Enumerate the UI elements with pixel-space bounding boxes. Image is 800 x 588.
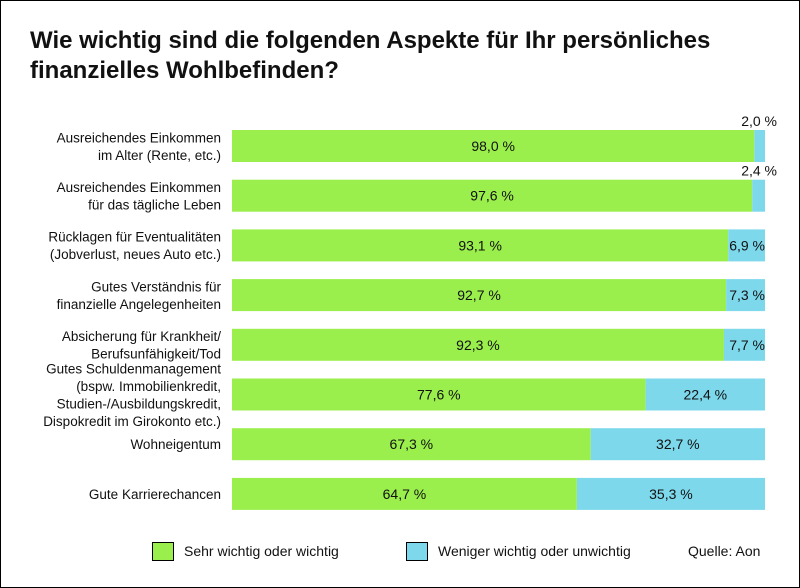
category-label-line: Ausreichendes Einkommen	[57, 180, 221, 195]
value-label-important: 98,0 %	[471, 138, 515, 154]
value-label-important: 67,3 %	[390, 436, 434, 452]
category-label: Wohneigentum	[130, 437, 221, 452]
value-label-less-important: 6,9 %	[729, 237, 765, 253]
category-label-line: Rücklagen für Eventualitäten	[48, 230, 221, 245]
bar-important	[232, 428, 591, 461]
category-label: Ausreichendes Einkommen im Alter (Rente, …	[57, 130, 221, 163]
bar-less-important	[754, 130, 765, 162]
value-label-important: 92,3 %	[456, 337, 500, 353]
category-label: Rücklagen für Eventualitäten (Jobverlust,…	[48, 230, 221, 263]
bar-important	[232, 279, 727, 312]
bar-less-important	[728, 229, 765, 262]
category-label-line: (Jobverlust, neues Auto etc.)	[50, 247, 221, 262]
category-label-line: Studien-/Ausbildungskredit,	[57, 396, 221, 411]
category-label: Gutes Verständnis für finanzielle Angeleg…	[57, 279, 222, 312]
category-label-line: Wohneigentum	[130, 437, 221, 452]
bar-important	[232, 130, 755, 162]
category-label-line: Dispokredit im Girokonto etc.)	[43, 414, 221, 429]
bar-important	[232, 477, 577, 510]
value-label-less-important: 2,0 %	[741, 113, 777, 129]
value-label-less-important: 35,3 %	[649, 486, 693, 502]
legend-swatch-less-important	[406, 541, 428, 561]
bar-less-important	[726, 279, 765, 312]
value-label-less-important: 32,7 %	[656, 436, 700, 452]
category-label: Gutes Schuldenmanagement (bspw. Immobilie…	[43, 361, 221, 429]
legend-item-important: Sehr wichtig oder wichtig	[152, 540, 339, 562]
value-label-important: 64,7 %	[383, 486, 427, 502]
chart-title: Wie wichtig sind die folgenden Aspekte f…	[30, 27, 711, 84]
category-label-line: für das tägliche Leben	[88, 197, 221, 212]
bar-less-important	[590, 428, 765, 461]
bar-less-important	[723, 328, 765, 361]
legend-label-important: Sehr wichtig oder wichtig	[184, 543, 339, 559]
value-label-important: 77,6 %	[417, 387, 461, 403]
bar-important	[232, 179, 753, 212]
category-label-line: (bspw. Immobilienkredit,	[76, 379, 221, 394]
bar-less-important	[752, 179, 765, 212]
category-label-line: Gutes Verständnis für	[91, 279, 221, 294]
category-label-line: Gute Karrierechancen	[89, 487, 221, 502]
category-label-line: Ausreichendes Einkommen	[57, 130, 221, 145]
category-label-line: im Alter (Rente, etc.)	[98, 148, 221, 163]
category-label-line: Absicherung für Krankheit/	[62, 329, 221, 344]
category-label-line: finanzielle Angelegenheiten	[57, 297, 221, 312]
source-note: Quelle: Aon	[688, 543, 761, 559]
category-label: Gute Karrierechancen	[89, 487, 221, 502]
category-label: Ausreichendes Einkommen für das tägliche …	[57, 180, 221, 213]
legend-label-less-important: Weniger wichtig oder unwichtig	[438, 543, 631, 559]
bar-important	[232, 229, 729, 262]
value-label-less-important: 7,3 %	[729, 287, 765, 303]
value-label-less-important: 22,4 %	[684, 387, 728, 403]
value-label-less-important: 7,7 %	[729, 337, 765, 353]
category-label-line: Berufsunfähigkeit/Tod	[91, 347, 221, 362]
legend-swatch-important	[152, 541, 174, 561]
bar-important	[232, 378, 646, 411]
legend-item-less-important: Weniger wichtig oder unwichtig	[406, 540, 631, 562]
bar-less-important	[645, 378, 765, 411]
bar-less-important	[576, 477, 765, 510]
value-label-important: 97,6 %	[470, 188, 514, 204]
category-label-line: Gutes Schuldenmanagement	[46, 361, 221, 376]
bar-important	[232, 328, 724, 361]
category-label: Absicherung für Krankheit/Berufsunfähigk…	[62, 329, 221, 362]
value-label-important: 92,7 %	[457, 287, 501, 303]
value-label-less-important: 2,4 %	[741, 163, 777, 179]
value-label-important: 93,1 %	[458, 237, 502, 253]
